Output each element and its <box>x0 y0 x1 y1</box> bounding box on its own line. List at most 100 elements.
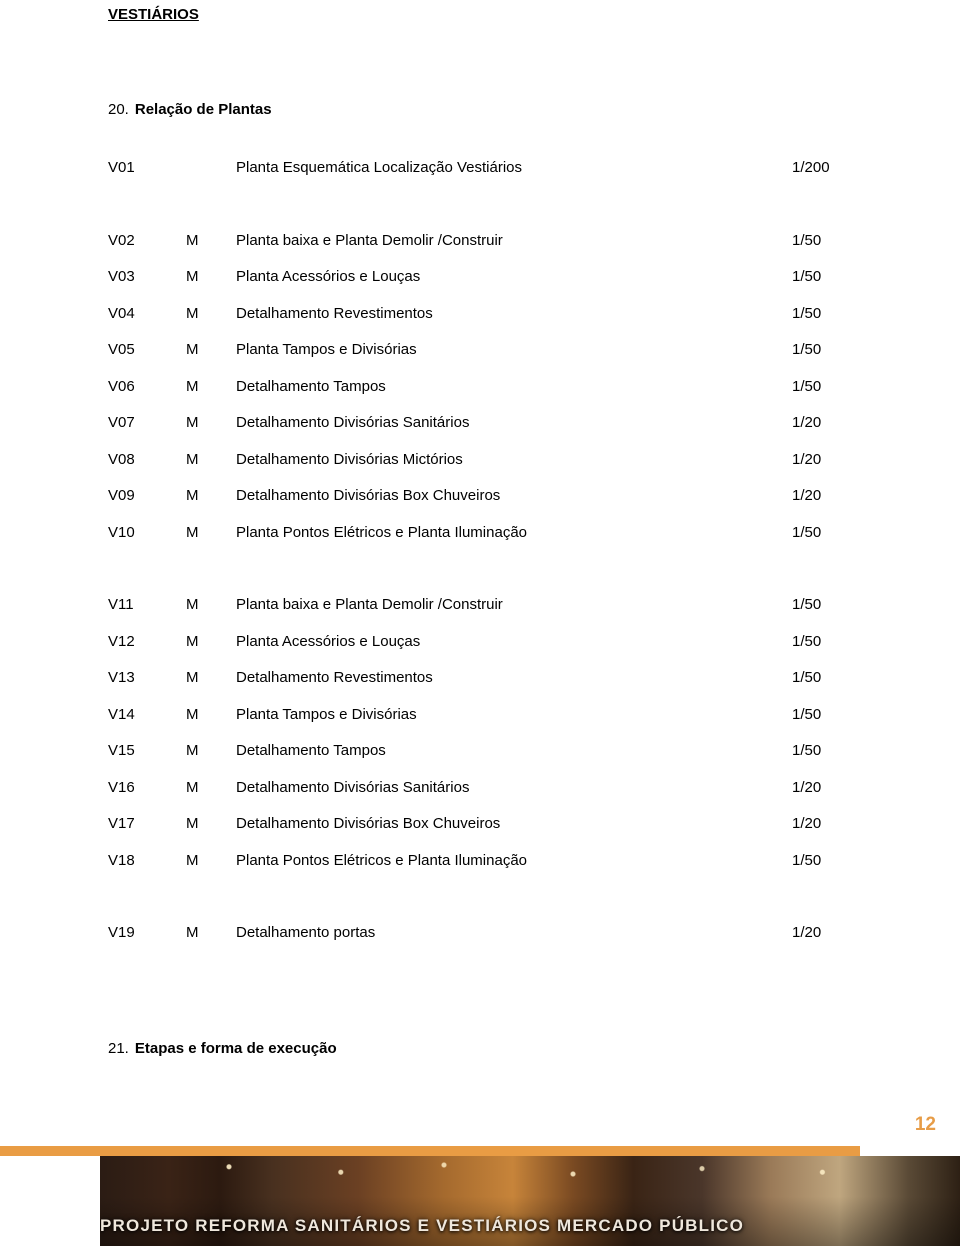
row-description: Detalhamento Revestimentos <box>236 664 792 693</box>
row-description: Detalhamento Divisórias Box Chuveiros <box>236 482 792 511</box>
row-scale: 1/200 <box>792 154 852 183</box>
row-description: Planta Tampos e Divisórias <box>236 701 792 730</box>
row-mark: M <box>186 810 236 839</box>
table-row: V19MDetalhamento portas1/20 <box>108 919 852 948</box>
section-title: Relação de Plantas <box>135 101 272 118</box>
row-description: Planta Pontos Elétricos e Planta Ilumina… <box>236 519 792 548</box>
section-title: Etapas e forma de execução <box>135 1040 337 1057</box>
row-scale: 1/50 <box>792 336 852 365</box>
row-mark: M <box>186 373 236 402</box>
row-code: V07 <box>108 409 186 438</box>
row-description: Planta Acessórios e Louças <box>236 263 792 292</box>
row-mark: M <box>186 482 236 511</box>
table-row: V18MPlanta Pontos Elétricos e Planta Ilu… <box>108 847 852 876</box>
table-row: V08MDetalhamento Divisórias Mictórios1/2… <box>108 446 852 475</box>
row-scale: 1/20 <box>792 446 852 475</box>
row-description: Detalhamento portas <box>236 919 792 948</box>
table-row: V01 Planta Esquemática Localização Vestiá… <box>108 154 852 183</box>
table-row: V12MPlanta Acessórios e Louças1/50 <box>108 628 852 657</box>
row-code: V12 <box>108 628 186 657</box>
row-description: Detalhamento Tampos <box>236 373 792 402</box>
row-mark: M <box>186 263 236 292</box>
row-scale: 1/50 <box>792 227 852 256</box>
table-row: V16MDetalhamento Divisórias Sanitários1/… <box>108 774 852 803</box>
row-code: V11 <box>108 591 186 620</box>
row-mark: M <box>186 336 236 365</box>
table-row: V02MPlanta baixa e Planta Demolir /Const… <box>108 227 852 256</box>
row-mark: M <box>186 774 236 803</box>
row-code: V18 <box>108 847 186 876</box>
row-description: Detalhamento Divisórias Sanitários <box>236 774 792 803</box>
row-code: V08 <box>108 446 186 475</box>
row-scale: 1/20 <box>792 409 852 438</box>
row-code: V01 <box>108 154 186 183</box>
row-code: V10 <box>108 519 186 548</box>
table-row: V04MDetalhamento Revestimentos1/50 <box>108 300 852 329</box>
table-row: V11MPlanta baixa e Planta Demolir /Const… <box>108 591 852 620</box>
section-heading-21: 21. Etapas e forma de execução <box>108 1040 852 1057</box>
row-scale: 1/20 <box>792 774 852 803</box>
row-scale: 1/50 <box>792 737 852 766</box>
section-number: 21. <box>108 1040 129 1057</box>
row-description: Planta baixa e Planta Demolir /Construir <box>236 227 792 256</box>
row-description: Planta Esquemática Localização Vestiário… <box>236 154 792 183</box>
row-code: V14 <box>108 701 186 730</box>
row-mark: M <box>186 409 236 438</box>
row-code: V17 <box>108 810 186 839</box>
row-description: Detalhamento Divisórias Sanitários <box>236 409 792 438</box>
table-row: V15MDetalhamento Tampos1/50 <box>108 737 852 766</box>
plantas-table: V01 Planta Esquemática Localização Vestiá… <box>108 154 852 948</box>
row-description: Detalhamento Divisórias Mictórios <box>236 446 792 475</box>
footer-project-title: PROJETO REFORMA SANITÁRIOS E VESTIÁRIOS … <box>100 1216 744 1236</box>
table-row: V09MDetalhamento Divisórias Box Chuveiro… <box>108 482 852 511</box>
row-description: Planta Acessórios e Louças <box>236 628 792 657</box>
row-mark: M <box>186 519 236 548</box>
row-scale: 1/20 <box>792 482 852 511</box>
table-row: V17MDetalhamento Divisórias Box Chuveiro… <box>108 810 852 839</box>
row-code: V19 <box>108 919 186 948</box>
row-code: V04 <box>108 300 186 329</box>
row-code: V05 <box>108 336 186 365</box>
row-scale: 1/50 <box>792 519 852 548</box>
row-code: V09 <box>108 482 186 511</box>
table-row: V05MPlanta Tampos e Divisórias1/50 <box>108 336 852 365</box>
row-mark: M <box>186 628 236 657</box>
group-gap <box>108 191 852 227</box>
row-description: Planta Pontos Elétricos e Planta Ilumina… <box>236 847 792 876</box>
footer-band: PROJETO REFORMA SANITÁRIOS E VESTIÁRIOS … <box>0 1146 960 1246</box>
row-scale: 1/50 <box>792 628 852 657</box>
row-code: V06 <box>108 373 186 402</box>
row-description: Detalhamento Revestimentos <box>236 300 792 329</box>
table-row: V13MDetalhamento Revestimentos1/50 <box>108 664 852 693</box>
page-number: 12 <box>915 1114 936 1136</box>
row-code: V16 <box>108 774 186 803</box>
row-code: V03 <box>108 263 186 292</box>
row-code: V13 <box>108 664 186 693</box>
row-scale: 1/50 <box>792 664 852 693</box>
row-description: Planta baixa e Planta Demolir /Construir <box>236 591 792 620</box>
footer-accent-stripe <box>0 1146 860 1156</box>
row-description: Detalhamento Tampos <box>236 737 792 766</box>
row-description: Detalhamento Divisórias Box Chuveiros <box>236 810 792 839</box>
row-scale: 1/50 <box>792 847 852 876</box>
row-code: V02 <box>108 227 186 256</box>
section-number: 20. <box>108 101 129 118</box>
group-gap <box>108 883 852 919</box>
table-row: V06MDetalhamento Tampos1/50 <box>108 373 852 402</box>
row-mark: M <box>186 446 236 475</box>
row-scale: 1/50 <box>792 591 852 620</box>
table-row: V03MPlanta Acessórios e Louças1/50 <box>108 263 852 292</box>
row-scale: 1/50 <box>792 300 852 329</box>
row-scale: 1/50 <box>792 373 852 402</box>
row-mark: M <box>186 591 236 620</box>
row-scale: 1/50 <box>792 701 852 730</box>
group-gap <box>108 555 852 591</box>
row-mark: M <box>186 847 236 876</box>
row-code: V15 <box>108 737 186 766</box>
section-heading-20: 20. Relação de Plantas <box>108 101 852 118</box>
row-mark: M <box>186 664 236 693</box>
row-mark: M <box>186 919 236 948</box>
page-title: VESTIÁRIOS <box>108 0 852 23</box>
table-row: V07MDetalhamento Divisórias Sanitários1/… <box>108 409 852 438</box>
table-row: V14MPlanta Tampos e Divisórias1/50 <box>108 701 852 730</box>
